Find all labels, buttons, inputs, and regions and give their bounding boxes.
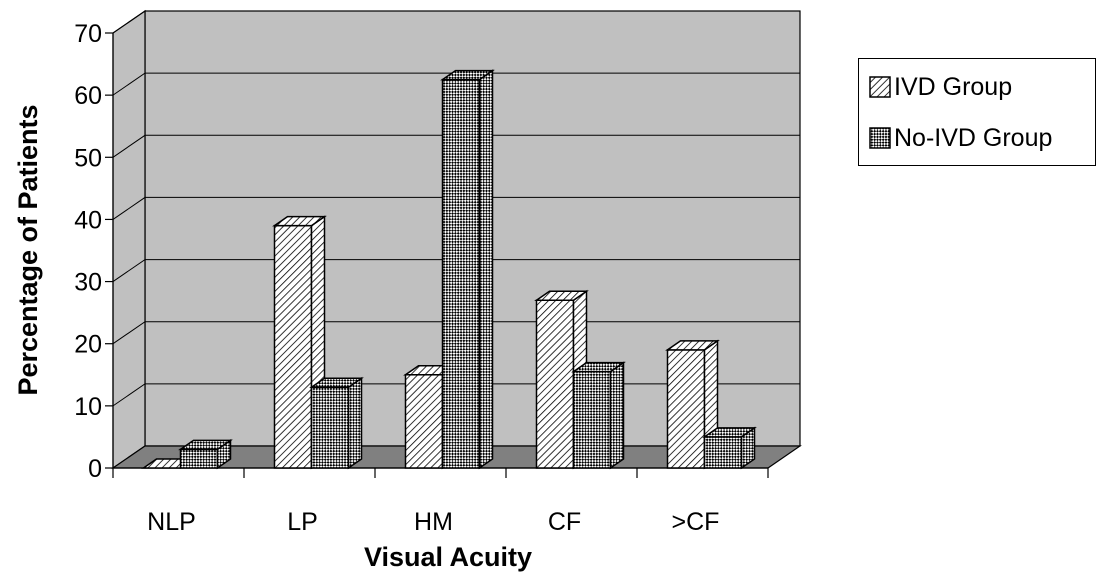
gridline [112, 259, 800, 282]
y-tick-label: 0 [88, 455, 102, 483]
bar-front-face [179, 448, 219, 469]
bar-no-ivd [309, 376, 364, 470]
chart-side-wall [112, 9, 146, 470]
bar-side-face [609, 361, 625, 470]
bar-front-face [310, 386, 350, 469]
y-tick-label: 40 [74, 206, 102, 234]
x-category-label: NLP [147, 508, 196, 536]
bar-front-face [572, 370, 612, 469]
bar-top-face [534, 290, 589, 301]
bar-top-face [702, 427, 757, 438]
legend-swatch-ivd [869, 76, 891, 98]
y-tick-label: 50 [74, 144, 102, 172]
legend-label-no-ivd: No-IVD Group [894, 123, 1053, 152]
legend-item-no-ivd: No-IVD Group [869, 123, 1052, 153]
bar-no-ivd [178, 438, 233, 470]
y-tick-label: 30 [74, 269, 102, 297]
bar-no-ivd [571, 361, 626, 470]
x-category-label: LP [287, 508, 318, 536]
y-axis-title: Percentage of Patients [13, 104, 43, 395]
y-tick-label: 20 [74, 331, 102, 359]
bar-front-face [703, 436, 743, 469]
bar-side-face [478, 69, 494, 470]
bar-top-face [440, 69, 495, 81]
bar-top-face [178, 439, 233, 451]
bar-front-face [535, 299, 575, 469]
bar-no-ivd [440, 69, 495, 470]
chart-legend: IVD Group No-IVD Group [858, 58, 1096, 166]
bar-front-face [404, 374, 444, 469]
gridline [112, 134, 800, 158]
y-tick-label: 10 [74, 393, 102, 421]
x-category-label: >CF [672, 508, 720, 536]
legend-label-ivd: IVD Group [894, 72, 1013, 101]
gridline [112, 72, 800, 96]
bar-side-face [347, 376, 363, 470]
bar-top-face [571, 361, 626, 373]
y-tick-label: 60 [74, 82, 102, 110]
legend-swatch-no-ivd [869, 127, 891, 149]
bar-top-face [665, 340, 720, 351]
gridline [112, 10, 800, 34]
legend-item-ivd: IVD Group [869, 72, 1012, 102]
bar-front-face [273, 224, 313, 469]
bar-front-face [441, 78, 481, 469]
y-tick-label: 70 [74, 20, 102, 48]
bar-front-face [666, 349, 706, 469]
gridline [112, 196, 800, 220]
bar-top-face [309, 377, 364, 388]
x-category-label: HM [414, 508, 453, 536]
bar-top-face [272, 215, 327, 227]
x-category-label: CF [548, 508, 581, 536]
bar-no-ivd [702, 426, 757, 470]
x-axis-title: Visual Acuity [364, 542, 532, 572]
